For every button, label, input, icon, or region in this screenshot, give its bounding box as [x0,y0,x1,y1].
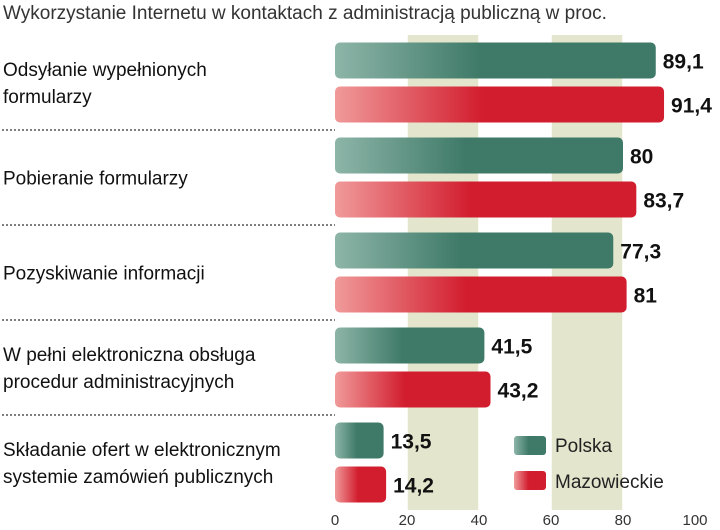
category-label-4-line-0: Składanie ofert w elektronicznym [3,440,281,461]
tick-label-100: 100 [682,512,707,529]
bar-mazowieckie-3 [335,371,491,408]
bar-mazowieckie-2 [335,276,627,313]
category-label-3-line-1: procedur administracyjnych [3,372,234,393]
category-labels: Odsyłanie wypełnionych formularzy Pobieran… [3,60,281,488]
value-label-polska-2: 77,3 [620,241,661,264]
value-label-polska-4: 13,5 [391,431,432,454]
category-label-3-line-0: W pełni elektroniczna obsługa [3,345,256,366]
bar-mazowieckie-4 [335,466,387,503]
value-label-mazowieckie-3: 43,2 [498,380,539,403]
x-axis-ticks: 0 20 40 60 80 100 [331,512,708,529]
tick-label-0: 0 [331,512,339,529]
value-label-mazowieckie-0: 91,4 [671,95,712,118]
bar-polska-0 [335,42,656,79]
tick-label-80: 80 [615,512,632,529]
chart-title: Wykorzystanie Internetu w kontaktach z a… [3,3,607,24]
legend-label-polska: Polska [555,436,612,457]
value-label-mazowieckie-4: 14,2 [393,475,434,498]
category-label-1-line-0: Pobieranie formularzy [3,169,188,190]
value-label-polska-1: 80 [630,146,653,169]
value-label-mazowieckie-1: 83,7 [643,190,684,213]
bar-mazowieckie-0 [335,86,665,123]
category-label-0-line-1: formularzy [3,87,92,108]
category-label-2-line-0: Pozyskiwanie informacji [3,264,205,285]
legend-label-mazowieckie: Mazowieckie [555,472,664,493]
value-label-polska-3: 41,5 [491,336,532,359]
tick-label-60: 60 [543,512,560,529]
category-label-0-line-0: Odsyłanie wypełnionych [3,60,207,81]
tick-label-20: 20 [399,512,416,529]
legend-swatch-polska [514,436,546,455]
bar-polska-1 [335,137,623,174]
value-label-mazowieckie-2: 81 [634,285,658,308]
value-label-polska-0: 89,1 [663,51,704,74]
legend-swatch-mazowieckie [514,471,546,490]
legend: Polska Mazowieckie [514,436,664,493]
bar-mazowieckie-1 [335,181,637,218]
category-separators [2,129,335,416]
bars [335,42,665,503]
value-labels: 89,1 91,4 80 83,7 77,3 81 41,5 43,2 13,5 14,2 [391,51,713,498]
bar-polska-3 [335,327,485,364]
bar-polska-4 [335,422,384,459]
category-label-4-line-1: systemie zamówień publicznych [3,467,273,488]
bar-polska-2 [335,232,614,269]
tick-label-40: 40 [471,512,488,529]
